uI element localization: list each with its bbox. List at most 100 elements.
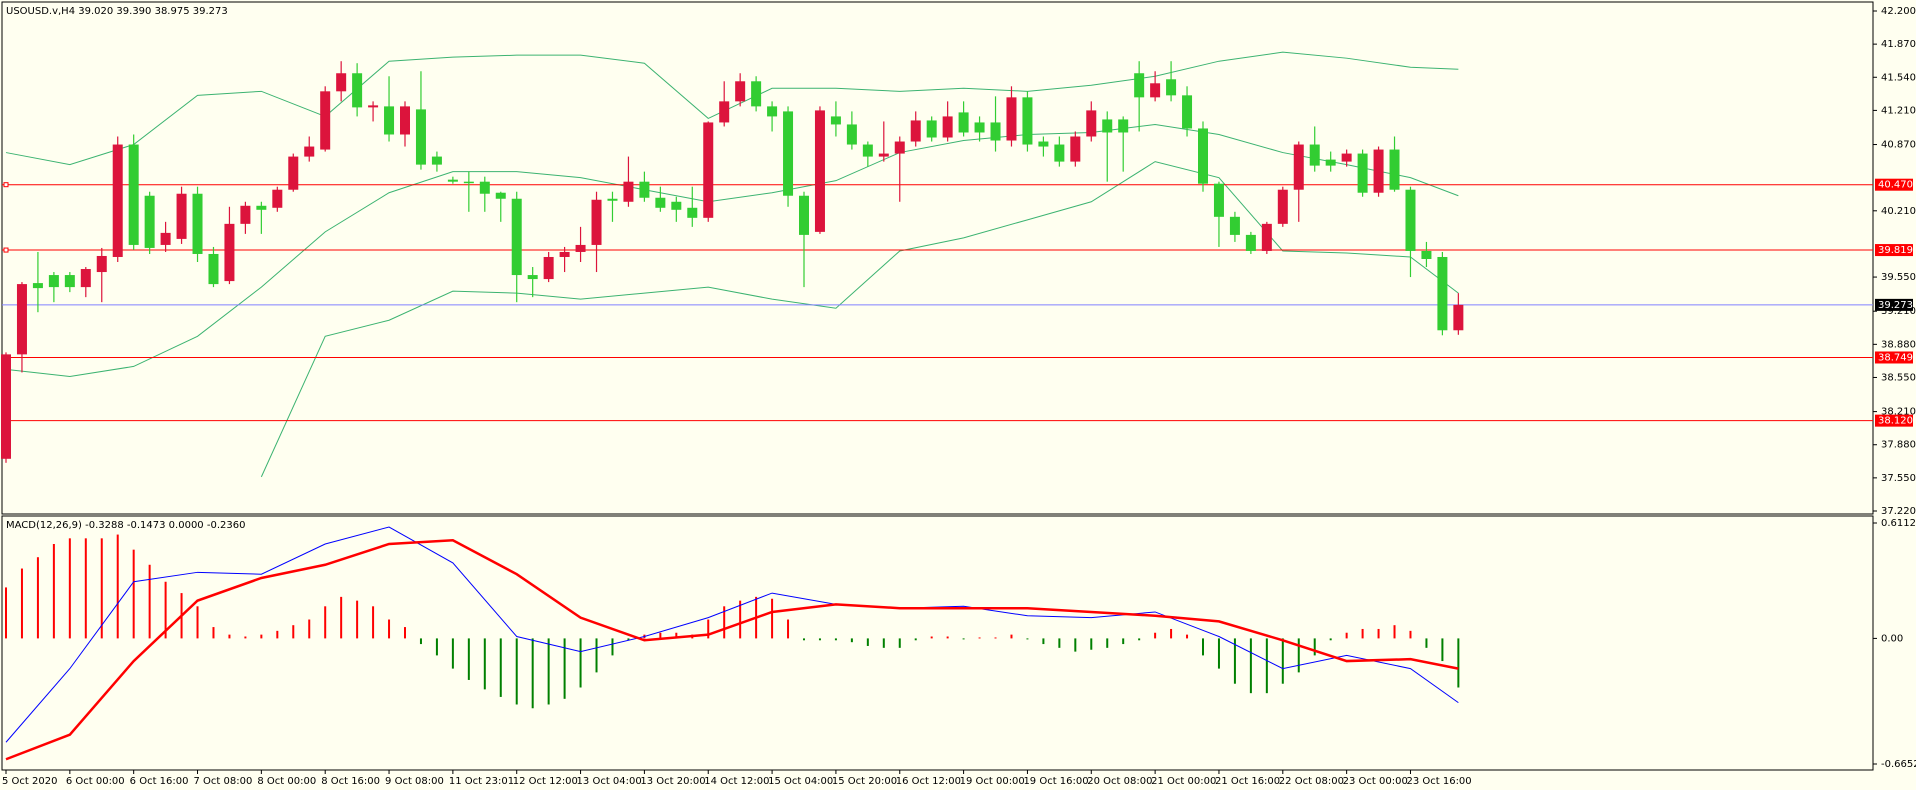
candle-body [671,201,682,210]
candle-body [735,81,746,102]
candle-body [463,181,474,184]
candle-body [368,105,379,108]
histogram-bar [84,538,87,639]
candle-body [958,112,969,133]
candle-body [527,275,538,280]
candle-body [639,181,650,198]
bollinger-middle [5,123,1459,377]
histogram-bar [1202,638,1204,656]
histogram-bar [787,619,790,639]
x-tick-label: 19 Oct 16:00 [1023,776,1088,787]
candle-body [336,73,347,92]
histogram-bar [547,638,550,705]
x-tick-label: 21 Oct 16:00 [1215,776,1280,787]
histogram-bar [515,638,518,705]
histogram-bar [100,538,103,639]
candle-body [224,223,235,282]
y-tick-label: 39.550 [1881,272,1916,283]
histogram-bar [1425,638,1428,648]
histogram-bar [1106,638,1109,648]
histogram-bar [595,638,598,673]
level-label: 38.749 [1878,352,1913,363]
histogram-bar [499,638,502,697]
y-tick-label: 42.200 [1881,6,1916,17]
y-tick-label: 37.550 [1881,473,1916,484]
candle-body [1421,250,1432,259]
candle-body [1213,183,1224,217]
candle-body [447,179,458,182]
candle-body [1389,149,1400,190]
y-tick-label: 0.6112 [1881,518,1916,529]
candle-body [1437,256,1448,331]
histogram-bar [324,606,327,639]
histogram-bar [1042,638,1045,645]
level-label: 40.470 [1878,180,1913,191]
candle-body [48,275,59,288]
histogram-bar [611,638,614,656]
histogram-bar [930,636,933,639]
candle-body [703,122,714,218]
candle-body [1261,223,1272,251]
y-tick-label: 38.210 [1881,407,1916,418]
candle-body [846,124,857,145]
histogram-bar [914,638,917,641]
candle-body [767,106,778,117]
histogram-bar [116,534,119,639]
histogram-bar [132,549,135,639]
candle-body [384,106,395,135]
level-label-box [1875,351,1913,364]
level-marker [3,247,9,253]
y-tick-label: 41.210 [1881,105,1916,116]
histogram-bar [1122,638,1125,645]
candle-body [1070,136,1081,162]
y-tick-label: 41.870 [1881,39,1916,50]
histogram-bar [675,632,678,639]
x-tick-label: 13 Oct 04:00 [577,776,642,787]
histogram-bar [292,625,295,639]
candle-body [192,193,203,254]
histogram-bar [1313,638,1316,656]
candle-body [591,199,602,245]
histogram-bar [1297,638,1300,673]
x-tick-label: 8 Oct 16:00 [321,776,380,787]
candle-body [1357,153,1368,193]
y-tick-label: -0.6652 [1881,759,1916,770]
histogram-bar [1233,638,1236,684]
histogram-bar [627,638,630,641]
candle-body [16,284,27,355]
candle-body [862,144,873,157]
candle-body [1182,95,1193,129]
candle-body [575,244,586,252]
x-tick-label: 23 Oct 16:00 [1406,776,1471,787]
x-tick-label: 13 Oct 20:00 [640,776,705,787]
candle-body [208,253,219,285]
x-tick-label: 6 Oct 16:00 [130,776,189,787]
x-tick-label: 14 Oct 12:00 [704,776,769,787]
histogram-bar [707,619,710,639]
bollinger-lower [260,161,1459,478]
macd-title: MACD(12,26,9) -0.3288 -0.1473 0.0000 -0.… [6,520,245,531]
candle-body [1,354,11,459]
histogram-bar [994,637,997,639]
candle-body [926,120,937,138]
histogram-bar [818,638,821,641]
histogram-bar [467,638,470,680]
histogram-bar [196,606,199,639]
histogram-bar [308,619,311,639]
candle-body [400,106,410,135]
candle-body [719,101,730,123]
histogram-bar [1281,638,1284,684]
y-tick-label: 41.540 [1881,72,1916,83]
histogram-bar [1345,632,1348,639]
level-label-box [1875,178,1913,191]
x-tick-label: 19 Oct 00:00 [960,776,1025,787]
x-tick-label: 23 Oct 00:00 [1343,776,1408,787]
x-tick-label: 20 Oct 08:00 [1087,776,1152,787]
candle-body [1102,119,1113,133]
candle-body [878,153,889,157]
histogram-bar [1409,630,1412,639]
candle-body [112,144,123,257]
chart-title: USOUSD.v,H4 39.020 39.390 38.975 39.273 [6,6,228,17]
candle-body [320,91,331,150]
y-tick-label: 37.880 [1881,440,1916,451]
